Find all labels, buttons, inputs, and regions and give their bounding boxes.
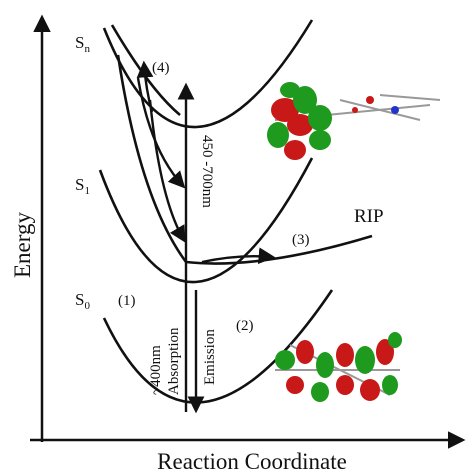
label: 1 [84,185,90,197]
step-label: (2) [236,318,254,334]
y-axis-label: Energy [10,212,35,279]
absorption-label: Absorption [166,327,182,395]
rip-label: RIP [354,206,384,227]
label: 0 [84,300,90,312]
label: n [84,43,90,55]
label: S [75,175,84,194]
state-label: S0 [75,290,90,312]
state-label: Sn [75,33,90,55]
emission-range: 450 -700nm [199,135,215,208]
step-label: (3) [292,232,310,248]
molecule-bottom [275,332,402,402]
relax-arrow [150,100,184,240]
label: S [75,33,84,52]
emission-label: Emission [202,329,218,385]
state-label: S1 [75,175,90,197]
label: S [75,290,84,309]
molecule-top [267,82,440,160]
diagram: Energy Reaction Coordinate Sn S1 S0 (1) … [0,0,468,475]
step-label: (1) [118,293,136,309]
x-axis-label: Reaction Coordinate [157,449,347,474]
absorption-wavelength: ~400nm [148,345,164,395]
step-label: (4) [152,60,170,76]
